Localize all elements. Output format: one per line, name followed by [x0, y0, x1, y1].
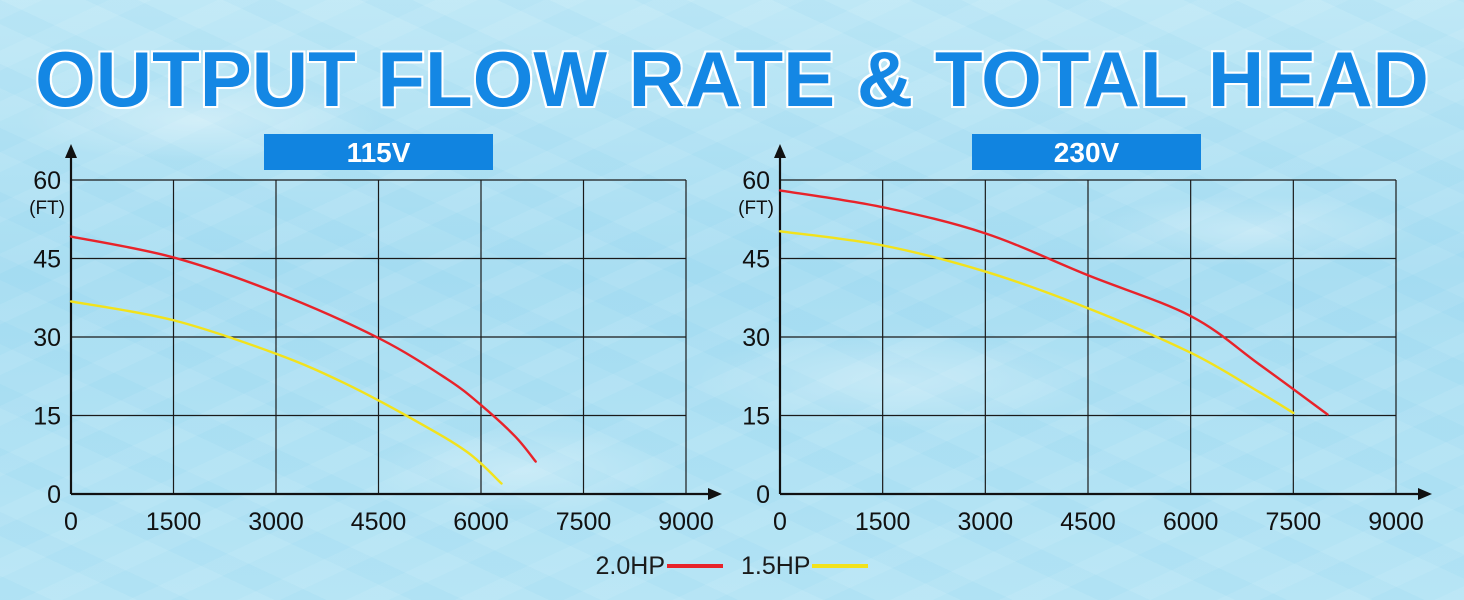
- legend-swatch: [667, 564, 723, 568]
- legend-label: 1.5HP: [741, 551, 811, 580]
- x-tick-label: 1500: [855, 508, 911, 536]
- y-tick-label: 15: [33, 403, 61, 431]
- x-tick-label: 7500: [1266, 508, 1322, 536]
- series-line-2-0hp: [69, 235, 537, 463]
- x-tick-label: 0: [773, 508, 787, 536]
- y-tick-label: 45: [33, 246, 61, 274]
- y-tick-label: 30: [742, 324, 770, 352]
- series-line-1-5hp: [69, 300, 503, 485]
- series-line-1-5hp: [778, 230, 1295, 415]
- legend-label: 2.0HP: [595, 551, 665, 580]
- y-axis-arrow: [774, 144, 786, 158]
- y-axis-unit: (FT): [29, 198, 65, 219]
- x-tick-label: 3000: [958, 508, 1014, 536]
- y-tick-label: 0: [756, 481, 770, 509]
- legend-swatch: [812, 564, 869, 568]
- chart-title-badge: [972, 134, 1201, 170]
- y-axis-arrow: [65, 144, 77, 158]
- x-tick-label: 9000: [1368, 508, 1424, 536]
- x-tick-label: 1500: [146, 508, 202, 536]
- x-axis-arrow: [1418, 488, 1432, 500]
- y-tick-label: 60: [33, 167, 61, 195]
- x-tick-label: 6000: [453, 508, 509, 536]
- legend-item-2hp: 2.0HP: [596, 552, 723, 581]
- y-tick-label: 15: [742, 403, 770, 431]
- chart-title: 230V: [1054, 137, 1120, 168]
- x-tick-label: 4500: [1060, 508, 1116, 536]
- chart-115v: 115V 0 1500 3000 4500 6000 7500 9000 0 15 30 45 60 (F…: [29, 134, 722, 536]
- legend-item-1-5hp: 1.5HP: [741, 551, 869, 581]
- x-axis-arrow: [708, 488, 722, 500]
- x-tick-label: 9000: [658, 508, 714, 536]
- chart-title: 115V: [347, 137, 411, 168]
- x-tick-label: 6000: [1163, 508, 1219, 536]
- legend: 2.0HP 1.5HP: [0, 548, 1464, 584]
- chart-230v: 230V 0 1500 3000 4500 6000 7500 9000 0 15 30 45 60 (F…: [738, 134, 1432, 536]
- page-title: OUTPUT FLOW RATE & TOTAL HEAD: [35, 35, 1429, 123]
- series-line-2-0hp: [778, 189, 1329, 416]
- x-tick-label: 4500: [351, 508, 407, 536]
- y-tick-label: 60: [742, 167, 770, 195]
- chart-title-badge: [264, 134, 493, 170]
- x-tick-label: 3000: [248, 508, 304, 536]
- y-tick-label: 45: [742, 246, 770, 274]
- y-axis-unit: (FT): [738, 198, 774, 219]
- x-tick-label: 7500: [556, 508, 612, 536]
- y-tick-label: 0: [47, 481, 61, 509]
- y-tick-label: 30: [33, 324, 61, 352]
- x-tick-label: 0: [64, 508, 78, 536]
